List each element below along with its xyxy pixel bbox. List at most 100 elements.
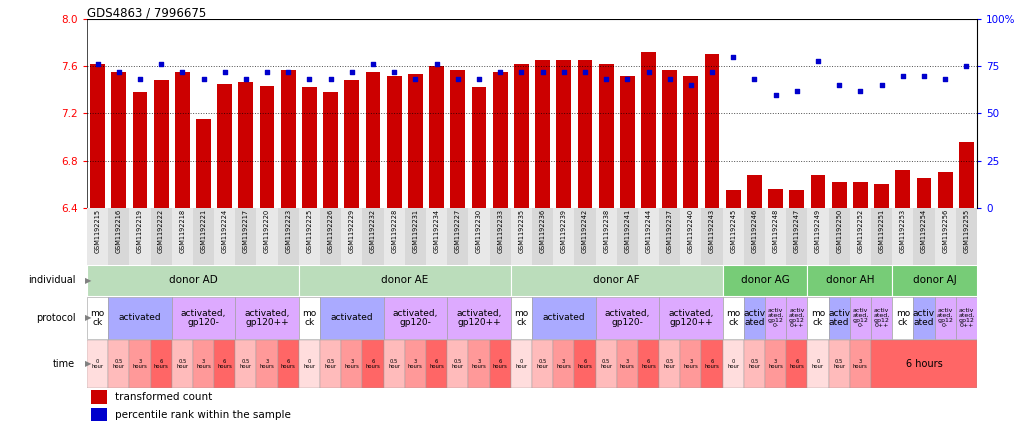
Bar: [447, 297, 510, 339]
Bar: [384, 297, 447, 339]
Text: 0.5
hour: 0.5 hour: [452, 359, 463, 369]
Bar: [595, 340, 617, 388]
Point: [492, 69, 508, 75]
Text: GSM1192224: GSM1192224: [222, 209, 228, 253]
Bar: [342, 208, 362, 265]
Bar: [705, 55, 719, 208]
Text: GSM1192238: GSM1192238: [604, 209, 609, 253]
Bar: [320, 208, 342, 265]
Text: GSM1192255: GSM1192255: [964, 209, 970, 253]
Point: [916, 72, 932, 79]
Text: activ
ated: activ ated: [913, 309, 935, 327]
Text: 3
hours: 3 hours: [408, 359, 422, 369]
Text: mo
ck: mo ck: [726, 309, 741, 327]
Text: 6
hours: 6 hours: [790, 359, 804, 369]
Text: GSM1192242: GSM1192242: [582, 209, 588, 253]
Bar: [829, 297, 850, 339]
Text: protocol: protocol: [36, 313, 76, 323]
Text: activ
ated,
gp12
0++: activ ated, gp12 0++: [789, 308, 805, 328]
Bar: [405, 208, 426, 265]
Text: 6
hours: 6 hours: [578, 359, 592, 369]
Bar: [91, 408, 107, 421]
Bar: [91, 390, 107, 404]
Text: 3
hours: 3 hours: [345, 359, 359, 369]
Point: [89, 61, 105, 68]
Bar: [557, 60, 571, 208]
Bar: [323, 92, 338, 208]
Text: donor AG: donor AG: [741, 275, 790, 285]
Bar: [535, 60, 550, 208]
Bar: [447, 340, 469, 388]
Point: [577, 69, 593, 75]
Bar: [935, 297, 955, 339]
Bar: [238, 82, 254, 208]
Text: activated,
gp120++: activated, gp120++: [456, 309, 501, 327]
Bar: [277, 208, 299, 265]
Text: GSM1192250: GSM1192250: [836, 209, 842, 253]
Bar: [680, 208, 702, 265]
Text: GSM1192216: GSM1192216: [116, 209, 122, 253]
Text: 6
hours: 6 hours: [365, 359, 381, 369]
Bar: [574, 208, 595, 265]
Point: [365, 61, 382, 68]
Text: mo
ck: mo ck: [90, 309, 104, 327]
Bar: [892, 208, 914, 265]
Text: mo
ck: mo ck: [515, 309, 529, 327]
Bar: [702, 208, 722, 265]
Text: ▶: ▶: [85, 276, 92, 285]
Bar: [574, 340, 595, 388]
Point: [789, 88, 805, 94]
Text: GSM1192243: GSM1192243: [709, 209, 715, 253]
Bar: [683, 76, 699, 208]
Bar: [193, 208, 214, 265]
Text: 0.5
hour: 0.5 hour: [833, 359, 845, 369]
Bar: [722, 265, 807, 296]
Bar: [153, 80, 169, 208]
Bar: [450, 70, 465, 208]
Text: GSM1192229: GSM1192229: [349, 209, 355, 253]
Bar: [955, 208, 977, 265]
Text: 6
hours: 6 hours: [705, 359, 719, 369]
Bar: [490, 340, 510, 388]
Bar: [150, 340, 172, 388]
Bar: [553, 340, 574, 388]
Text: 3
hours: 3 hours: [133, 359, 147, 369]
Text: donor AE: donor AE: [382, 275, 429, 285]
Point: [514, 69, 530, 75]
Bar: [260, 86, 274, 208]
Text: GSM1192218: GSM1192218: [179, 209, 185, 253]
Bar: [510, 265, 722, 296]
Point: [831, 82, 847, 88]
Bar: [362, 208, 384, 265]
Text: 6
hours: 6 hours: [493, 359, 507, 369]
Bar: [175, 72, 189, 208]
Point: [874, 82, 890, 88]
Point: [153, 61, 170, 68]
Point: [555, 69, 572, 75]
Text: GSM1192228: GSM1192228: [391, 209, 397, 253]
Text: GSM1192249: GSM1192249: [815, 209, 821, 253]
Bar: [235, 297, 299, 339]
Text: 3
hours: 3 hours: [472, 359, 486, 369]
Text: activated,
gp120-: activated, gp120-: [393, 309, 438, 327]
Bar: [722, 340, 744, 388]
Text: GSM1192236: GSM1192236: [539, 209, 545, 253]
Bar: [342, 340, 362, 388]
Bar: [172, 340, 193, 388]
Bar: [493, 72, 507, 208]
Bar: [108, 340, 129, 388]
Text: GSM1192215: GSM1192215: [94, 209, 100, 253]
Text: activated,
gp120-: activated, gp120-: [605, 309, 650, 327]
Bar: [938, 173, 952, 208]
Point: [852, 88, 869, 94]
Bar: [532, 297, 595, 339]
Bar: [871, 297, 892, 339]
Bar: [472, 88, 486, 208]
Bar: [235, 208, 257, 265]
Bar: [129, 208, 150, 265]
Point: [301, 76, 317, 83]
Text: 0.5
hour: 0.5 hour: [324, 359, 337, 369]
Bar: [829, 340, 850, 388]
Text: 3
hours: 3 hours: [196, 359, 211, 369]
Text: 6 hours: 6 hours: [905, 359, 942, 369]
